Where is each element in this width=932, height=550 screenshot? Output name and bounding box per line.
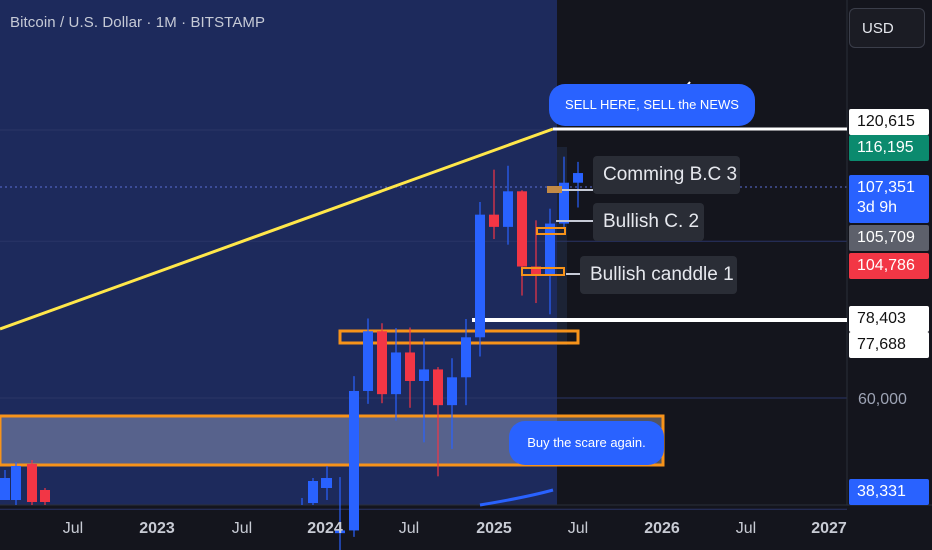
- price-tag-116195: 116,195: [849, 135, 929, 161]
- last-candle-shadow: [557, 147, 567, 345]
- price-tag-105709: 105,709: [849, 225, 929, 251]
- prev-candle-body: [27, 464, 37, 502]
- x-tick-jul: Jul: [62, 520, 84, 537]
- candle-body-2024-03: [363, 331, 373, 391]
- chart-title: Bitcoin / U.S. Dollar · 1M · BITSTAMP: [10, 14, 266, 31]
- prev-candle-body: [321, 478, 332, 488]
- candle-body-2024-11: [475, 214, 485, 338]
- candle-body-2024-01: [335, 530, 345, 534]
- support-zone: [338, 329, 580, 345]
- candle-body-2024-08: [433, 369, 443, 406]
- x-tick-2024: 2024: [307, 520, 343, 537]
- candle-body-2024-04: [377, 331, 387, 395]
- bc3-label[interactable]: Comming B.C 3: [593, 156, 740, 194]
- candle-body-2025-04: [545, 223, 555, 275]
- trend-line: [0, 127, 554, 331]
- candle-body-2024-12: [489, 214, 499, 227]
- sell-bubble[interactable]: SELL HERE, SELL the NEWS: [549, 84, 755, 126]
- buy-bubble[interactable]: Buy the scare again.: [509, 421, 664, 465]
- price-tag-77688: 77,688: [849, 332, 929, 358]
- price-tag-38331: 38,331: [849, 479, 929, 505]
- candle-body-2025-01: [503, 191, 513, 227]
- candle-body-2025-02: [517, 191, 527, 267]
- candle-body-2024-09: [447, 377, 457, 406]
- bc1-marker: [521, 267, 565, 276]
- prev-candle-body: [308, 481, 318, 503]
- indicator-curve: [479, 488, 554, 507]
- candle-body-2024-06: [405, 352, 415, 381]
- x-tick-2025: 2025: [476, 520, 512, 537]
- x-tick-2026: 2026: [644, 520, 680, 537]
- bc2-label[interactable]: Bullish C. 2: [593, 203, 704, 241]
- highlight-region: [0, 0, 557, 505]
- y-tick-60000: 60,000: [858, 391, 907, 408]
- price-tag-120615: 120,615: [849, 109, 929, 135]
- x-tick-jul: Jul: [735, 520, 757, 537]
- price-tag-value: 107,351: [857, 179, 915, 196]
- price-tag-107351: 107,351 3d 9h: [849, 175, 929, 223]
- previous-candles: [0, 460, 332, 505]
- candle-body-2025-06: [573, 173, 583, 183]
- bc2-marker: [536, 227, 566, 235]
- candle-body-2025-05: [559, 182, 569, 224]
- x-tick-jul: Jul: [231, 520, 253, 537]
- candle-body-2025-03: [531, 266, 541, 275]
- prev-candle-body: [11, 466, 21, 500]
- x-tick-jul: Jul: [398, 520, 420, 537]
- bc1-label[interactable]: Bullish canddle 1: [580, 256, 737, 294]
- price-tag-104786: 104,786: [849, 253, 929, 279]
- x-tick-jul: Jul: [567, 520, 589, 537]
- currency-button[interactable]: USD: [849, 8, 925, 48]
- candle-body-2024-10: [461, 337, 471, 378]
- price-tag-78403: 78,403: [849, 306, 929, 332]
- x-tick-2027: 2027: [811, 520, 847, 537]
- candles: [335, 156, 583, 550]
- candle-body-2024-05: [391, 352, 401, 395]
- x-tick-2023: 2023: [139, 520, 175, 537]
- prev-candle-body: [0, 478, 10, 500]
- bc3-marker: [547, 186, 562, 193]
- candle-body-2024-07: [419, 369, 429, 381]
- prev-candle-body: [40, 490, 50, 502]
- countdown-label: 3d 9h: [857, 199, 898, 216]
- candle-body-2024-02: [349, 390, 359, 531]
